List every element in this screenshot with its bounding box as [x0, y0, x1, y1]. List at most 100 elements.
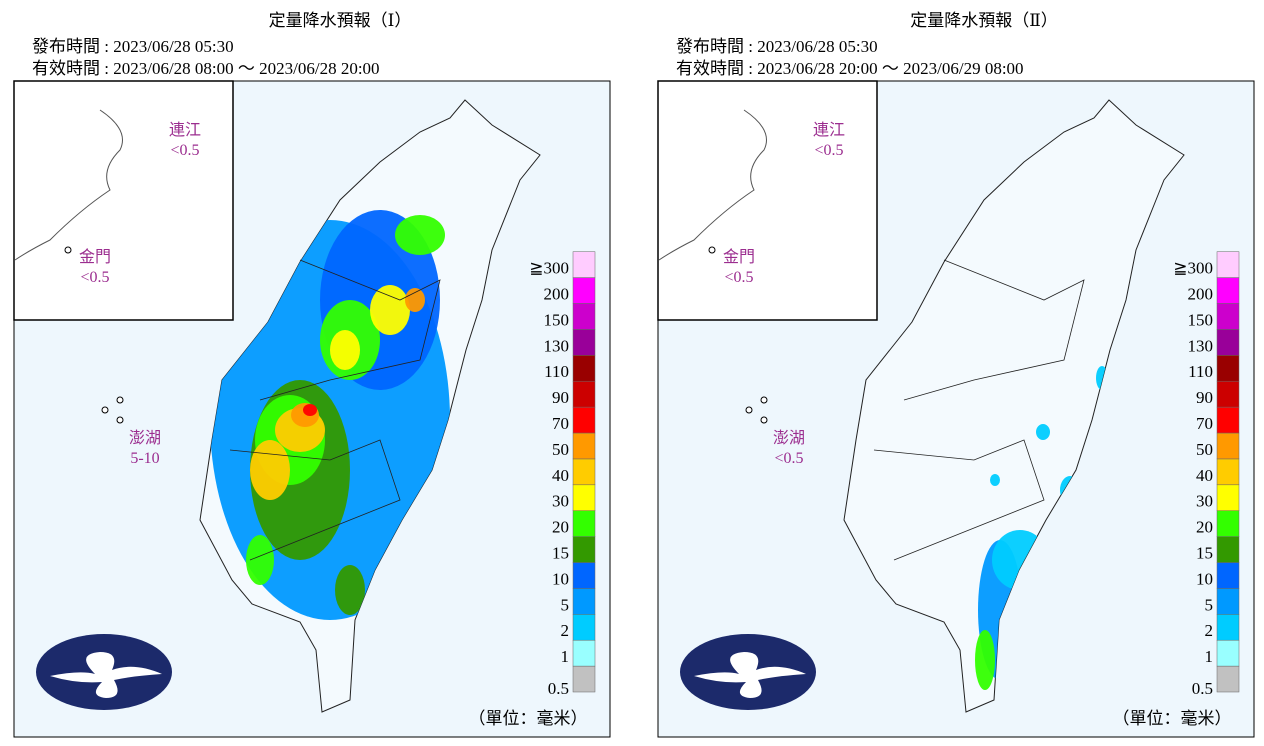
map-panel: 定量降水預報（Ⅱ） 發布時間 : 2023/06/28 05:30 有效時間 : 2… — [657, 11, 1255, 738]
legend-swatch — [1216, 665, 1240, 693]
legend-swatch — [1216, 303, 1240, 330]
legend-swatch — [1216, 380, 1240, 408]
island-name: 澎湖 — [773, 429, 805, 447]
rain-blob — [370, 285, 410, 335]
rain-blob — [405, 288, 425, 312]
panel-title: 定量降水預報（Ⅰ） — [269, 11, 412, 30]
issue-time: 發布時間 : 2023/06/28 05:30 — [676, 37, 878, 56]
county-border — [229, 439, 401, 561]
valid-time: 有效時間 : 2023/06/28 20:00 ～ 2023/06/29 08:… — [676, 59, 1024, 78]
legend-label: 10 — [552, 569, 569, 588]
legend-swatch — [572, 562, 596, 589]
legend-swatch — [1216, 406, 1240, 434]
rain-blob — [330, 330, 360, 370]
legend-label: 50 — [552, 440, 569, 459]
logo-swirl — [694, 652, 806, 698]
legend-label: 2 — [561, 621, 570, 640]
legend-label: ≧300 — [529, 259, 569, 278]
island-amount: <0.5 — [80, 269, 109, 286]
penghu-island — [116, 416, 124, 424]
legend-label: 15 — [1196, 544, 1213, 563]
county-border — [259, 259, 441, 401]
penghu-island — [116, 396, 124, 404]
legend-swatch — [572, 536, 596, 563]
island-amount: <0.5 — [724, 269, 753, 286]
island-name: 澎湖 — [129, 429, 161, 447]
coastline — [658, 109, 767, 261]
panel-title: 定量降水預報（Ⅱ） — [910, 11, 1058, 30]
legend-label: 10 — [1196, 569, 1213, 588]
legend-label: 50 — [1196, 440, 1213, 459]
legend-label: 130 — [1188, 336, 1214, 355]
logo-swirl — [50, 652, 162, 698]
legend-label: 2 — [1205, 621, 1214, 640]
legend-label: 1 — [561, 647, 570, 666]
rain-blob — [990, 474, 1000, 486]
legend-label: ≧300 — [1173, 259, 1213, 278]
legend-label: 200 — [1188, 285, 1214, 304]
legend-label: 200 — [544, 285, 570, 304]
county-border — [873, 439, 1045, 561]
legend-swatch — [572, 277, 596, 304]
legend-swatch — [572, 355, 596, 382]
island-name: 金門 — [723, 248, 755, 266]
rain-blob — [1036, 424, 1050, 440]
penghu-island — [708, 246, 716, 254]
legend-label: 90 — [552, 388, 569, 407]
inset-box — [657, 80, 878, 321]
legend-label: 5 — [561, 595, 570, 614]
legend-label: 20 — [552, 518, 569, 537]
legend-swatch — [1216, 432, 1240, 460]
legend-swatch — [572, 329, 596, 356]
legend-swatch — [572, 251, 596, 278]
legend-label: 70 — [552, 414, 569, 433]
rain-blob — [246, 535, 274, 585]
penghu-island — [760, 416, 768, 424]
legend-label: 70 — [1196, 414, 1213, 433]
legend-swatch — [572, 614, 596, 641]
legend-swatch — [572, 458, 596, 486]
legend-swatch — [1216, 588, 1240, 615]
legend-label: 0.5 — [548, 679, 569, 698]
legend-label: 40 — [552, 466, 569, 485]
penghu-island — [101, 406, 109, 414]
legend-swatch — [1216, 329, 1240, 356]
legend-label: 150 — [1188, 310, 1214, 329]
penghu-island — [760, 396, 768, 404]
legend-swatch — [1216, 355, 1240, 382]
legend-swatch — [1216, 562, 1240, 589]
rain-blob — [335, 565, 365, 615]
legend-label: 40 — [1196, 466, 1213, 485]
legend-label: 1 — [1205, 647, 1214, 666]
legend-label: 0.5 — [1192, 679, 1213, 698]
island-name: 連江 — [813, 121, 845, 139]
valid-time: 有效時間 : 2023/06/28 08:00 ～ 2023/06/28 20:… — [32, 59, 380, 78]
issue-time: 發布時間 : 2023/06/28 05:30 — [32, 37, 234, 56]
legend-label: 5 — [1205, 595, 1214, 614]
rain-blob — [303, 404, 317, 416]
map-panel: 定量降水預報（Ⅰ） 發布時間 : 2023/06/28 05:30 有效時間 : 2… — [13, 11, 611, 738]
legend-label: 20 — [1196, 518, 1213, 537]
legend-swatch — [1216, 510, 1240, 537]
legend-label: 15 — [552, 544, 569, 563]
county-border — [903, 259, 1085, 401]
legend-label: 130 — [544, 336, 570, 355]
legend-swatch — [572, 432, 596, 460]
legend-label: 30 — [1196, 492, 1213, 511]
unit-label: （單位：毫米） — [469, 709, 588, 728]
taiwan — [843, 99, 1185, 713]
legend-swatch — [1216, 458, 1240, 486]
rain-area — [210, 210, 450, 620]
legend-swatch — [572, 380, 596, 408]
island-amount: <0.5 — [774, 450, 803, 467]
legend-label: 110 — [544, 362, 569, 381]
legend-swatch — [572, 484, 596, 511]
island-name: 金門 — [79, 248, 111, 266]
legend-swatch — [572, 303, 596, 330]
rain-blob — [975, 630, 995, 690]
legend-swatch — [1216, 614, 1240, 641]
penghu-island — [64, 246, 72, 254]
legend-swatch — [572, 639, 596, 667]
legend-swatch — [1216, 277, 1240, 304]
rain-blob — [250, 440, 290, 500]
